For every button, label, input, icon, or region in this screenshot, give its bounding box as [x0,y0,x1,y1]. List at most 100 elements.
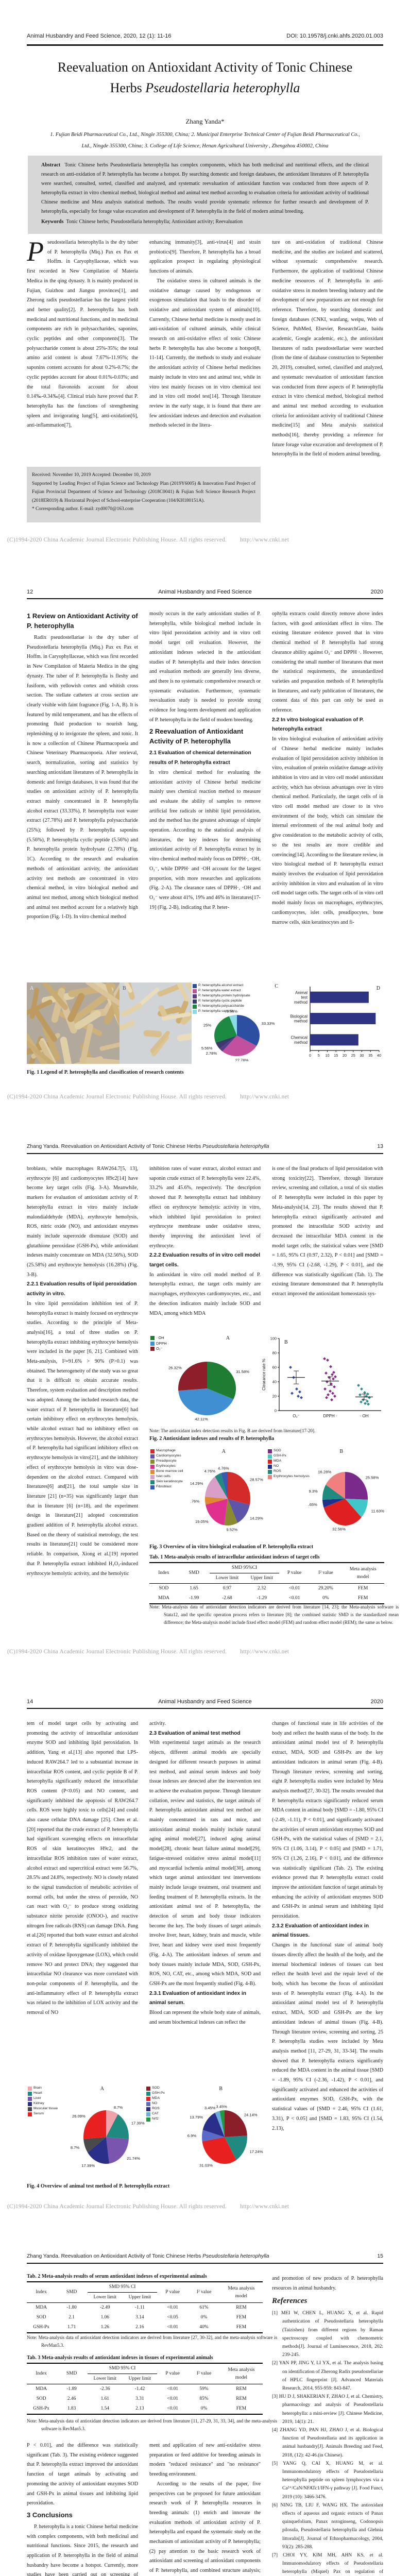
table-cell: 61% [199,2305,209,2310]
root-shape [119,1020,135,1032]
column-header: SMD [56,2282,88,2303]
legend-swatch [28,2112,32,2116]
article-title-line2: Herbs Pseudostellaria heterophylla [110,80,300,95]
received-box: Received: November 10, 2019 Accepted: De… [27,467,261,522]
legend-label: Fibroblast [156,1485,172,1488]
paragraph: seudostellaria heterophylla is the dry t… [27,240,138,429]
legend-swatch [150,1465,155,1469]
table-cell: FEM [236,2325,247,2330]
pie-label: 9.3% [309,1489,318,1494]
legend-swatch [146,2112,150,2116]
data-point [326,1359,329,1362]
legend-item: · OH [150,1335,169,1341]
page-footer: (C)1994-2020 China Academic Journal Elec… [7,537,289,543]
figure2-scatter-B: 0 20 40 60 80 100 Clearance rate % B O₂⁻ DPPH · · … [261,1334,384,1425]
legend-swatch [146,2097,150,2101]
table-cell: 2.13 [135,2406,144,2411]
section-heading: 2.2.2 Evaluation results of in vitro cel… [149,1252,261,1268]
journal-name: Animal Husbandry and Feed Science [158,589,252,595]
table-cell: -2.36 [100,2386,110,2392]
data-point [364,1402,367,1405]
legend-item: Heart [28,2091,75,2096]
column-header: Meta analysis model [341,1563,384,1584]
page2-header: Animal Husbandry and Feed Science 12 202… [27,589,383,595]
root-shape [51,988,65,1023]
legend-item: MDA [268,1459,315,1464]
data-point [332,1370,335,1374]
table-cell: SOD [159,1586,169,1591]
page-2: Animal Husbandry and Feed Science 12 202… [0,555,410,1110]
pie-slice [202,2137,236,2164]
journal-name: Animal Husbandry and Feed Science [158,1699,252,1705]
paragraph: In vitro lipid peroxidation inhibition t… [27,1300,138,1577]
root-shape [42,1025,61,1061]
pie-label: 6.9% [187,2133,197,2138]
legend-label: DPPH · [156,1341,169,1346]
table-cell: -1.89 [66,2386,77,2392]
pie-slice [322,1499,345,1507]
reference-item: [3] HU D J, SHAKERIAN F, ZHAO J, et al. … [272,2394,383,2425]
root-shape [121,982,132,993]
pie-legend: Macrophage Cardiomyocytes Preadipocyte Eryt… [150,1449,198,1490]
running-title: Zhang Yanda. Reevaluation on Antioxidant… [27,2253,269,2259]
table3-caption: Tab. 3 Meta-analysis results of antioxid… [27,2355,213,2361]
legend-item: Serum [28,2112,75,2116]
figure2-note: Note: The antioxidant index detection re… [149,1428,316,1433]
legend-item: MDA [146,2096,194,2101]
column-header: Index [27,2363,56,2384]
axis-tick-label: 0 [275,1409,277,1413]
column-header: SMD [178,1563,210,1584]
pie-legend: Brain Heart Liver Kidney Muscular tissue Seru… [28,2086,75,2117]
pie-label: 19.05% [195,1519,209,1524]
figure1-photo-B: B [119,982,192,1064]
data-point [332,1377,335,1381]
pie-legend: · OH DPPH · O₂⁻ [150,1335,169,1352]
figure3-caption: Fig. 3 Overview of in vitro biological e… [149,1544,314,1550]
section-heading: 2.3.2 Evaluation of antioxidant index in… [272,1923,369,1939]
pie-label: 28.57% [250,1478,263,1482]
column-header: P value [157,2282,189,2303]
pie-chart: 8.7% 17.39% 21.74% 17.39% 8.7% 26.09% [71,2105,145,2168]
running-title: Zhang Yanda. Reevaluation on Antioxidant… [27,1144,269,1149]
table-cell: -1.11 [134,2305,145,2310]
legend-item: P. heterophylla alcohol extract [193,984,270,988]
table-cell: 29.20% [318,1586,333,1591]
root-shape [177,1032,192,1042]
legend-swatch [193,989,197,993]
bar-category-label: method [294,1019,308,1024]
page3-column-3: is one of the final products of lipid pe… [272,1164,383,1332]
meta-analysis-table: Index SMD SMD 95%CI P value I² value Meta ana… [149,1562,384,1604]
legend-label: Brain [33,2086,42,2090]
pie-slice [215,1473,228,1499]
pie-label: 32.56% [332,1527,346,1532]
header-rule [27,44,383,46]
legend-swatch [28,2087,32,2091]
section-heading: 1 Review on Antioxidant Activity of P. h… [27,612,138,630]
reference-item: [5] YANG Q, CAI X, HUANG M, et al. Immun… [272,2461,383,2500]
table-cell: FEM [236,2315,247,2320]
pie-slice [215,1036,237,1049]
legend-swatch [193,1010,197,1014]
bar-category-label: method [294,1040,308,1045]
data-point [363,1391,366,1394]
legend-item: Macrophage [150,1449,198,1453]
table1-caption: Tab. 1 Meta-analysis results of intracel… [149,1554,320,1560]
pie-slice [207,1362,236,1399]
legend-item: CAT [146,2112,194,2116]
table-row: MDA -1.89 -2.36 -1.42 <0.01 59% REM [27,2384,263,2395]
page-5: Zhang Yanda. Reevaluation on Antioxidant… [0,2219,410,2576]
legend-label: Cardiomyocytes [156,1454,181,1458]
legend-item: Muscular tissue [28,2107,75,2111]
page3-header: Zhang Yanda. Reevaluation on Antioxidant… [27,1144,383,1149]
paragraph: mostly occurs in the early antioxidant s… [149,611,261,723]
page-4: Animal Husbandry and Feed Science 14 202… [0,1665,410,2219]
root-shape [99,1038,119,1051]
paragraph: P < 0.01], and the difference was statis… [27,2443,138,2506]
root-shape [85,982,119,1011]
pie-slice [219,2110,225,2137]
paragraph: ophylla extracts could directly remove a… [272,611,383,714]
photo-panel-letter: B [123,986,126,991]
root-shape [177,982,189,1002]
data-point [298,1390,301,1394]
section-heading: 2.2.1 Evaluation results of lipid peroxi… [27,1281,137,1297]
